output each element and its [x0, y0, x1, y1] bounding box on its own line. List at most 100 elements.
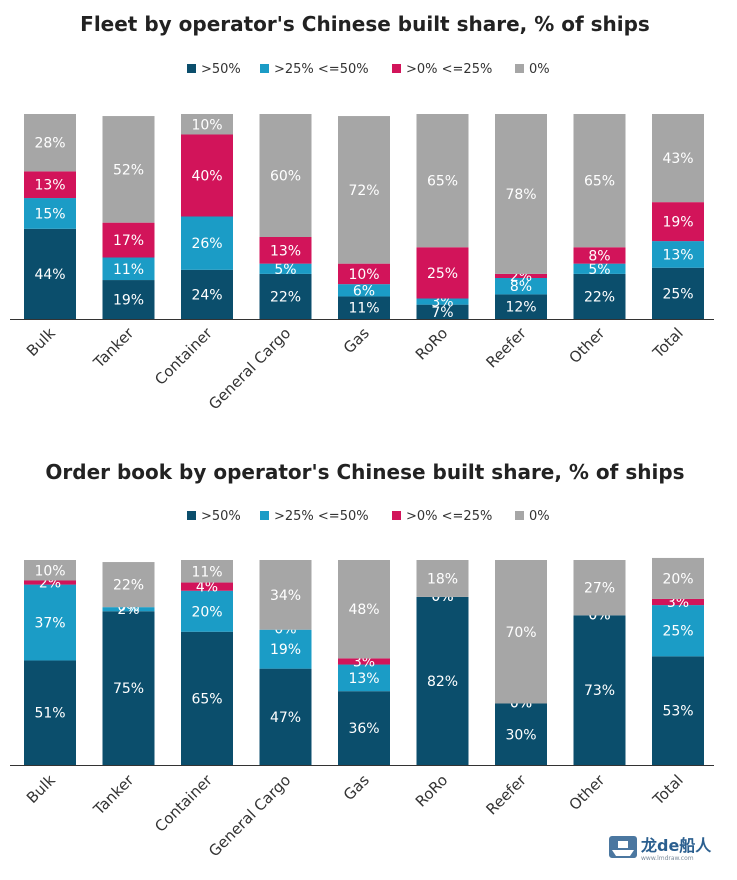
data-label: 17%	[113, 233, 144, 249]
data-label: 3%	[353, 654, 375, 670]
bar-segment	[259, 114, 312, 237]
bar-segment	[338, 263, 390, 285]
data-label: 20%	[191, 604, 222, 620]
legend-swatch	[187, 64, 196, 73]
data-label: 15%	[34, 206, 65, 222]
legend-label: >25% <=50%	[274, 62, 369, 77]
bar-segment	[102, 222, 155, 258]
data-label: 4%	[196, 580, 218, 596]
bar-segment	[24, 114, 76, 172]
legend-label: 0%	[529, 62, 550, 77]
data-label: 10%	[348, 267, 379, 283]
bar-stack: 12%8%2%78%	[495, 114, 547, 319]
bar-segment	[102, 607, 155, 612]
data-label: 60%	[270, 169, 301, 185]
bar-segment	[416, 596, 469, 765]
bar-stack: 30%0%0%70%	[495, 560, 547, 765]
data-label: 10%	[191, 117, 222, 133]
category-label: General Cargo	[205, 324, 294, 413]
data-label: 13%	[34, 178, 65, 194]
category-label: Container	[151, 771, 216, 836]
category-label: RoRo	[412, 771, 451, 810]
data-label: 8%	[510, 279, 532, 295]
chart-legend: >50% >25% <=50% >0% <=25% 0%	[187, 509, 550, 524]
bar-stack: 65% 20% 4%11%	[181, 560, 233, 765]
bar-segment	[181, 582, 233, 591]
data-label: 19%	[662, 215, 693, 231]
data-label: 65%	[584, 174, 615, 190]
category-label: Gas	[340, 771, 373, 804]
legend-item: 0%	[515, 62, 550, 77]
bar-segment	[24, 198, 76, 229]
bar-segment	[24, 580, 76, 585]
legend-swatch	[260, 64, 269, 73]
bar-segment	[259, 629, 312, 669]
data-label: 82%	[427, 674, 458, 690]
bar-series: 44% 15% 13% 28% 19% 11% 17% 52% 24% 26% 40% 10% 22% 5…	[24, 114, 704, 321]
bar-segment	[259, 560, 312, 630]
bar-stack: 7%3% 25% 65%	[416, 114, 469, 321]
bar-segment	[338, 560, 390, 659]
bar-stack: 11% 6%10% 72%	[338, 116, 390, 319]
bar-segment	[573, 247, 626, 264]
bar-segment	[102, 116, 155, 223]
legend-label: 0%	[529, 509, 550, 524]
category-label: Tanker	[89, 771, 138, 820]
bar-segment	[495, 560, 547, 704]
category-label: Bulk	[23, 771, 59, 807]
bar-segment	[573, 263, 626, 274]
data-label: 11%	[348, 301, 379, 317]
category-label: Container	[151, 324, 216, 389]
category-label: Other	[565, 771, 608, 814]
legend-swatch	[515, 511, 524, 520]
bar-stack: 36% 13%3% 48%	[338, 560, 390, 765]
data-label: 53%	[662, 704, 693, 720]
data-label: 13%	[662, 247, 693, 263]
data-label: 25%	[662, 624, 693, 640]
data-label: 22%	[113, 578, 144, 594]
data-label: 11%	[113, 262, 144, 278]
bar-segment	[573, 114, 626, 248]
bar-stack: 73%0%0%27%	[573, 560, 626, 765]
legend-swatch	[187, 511, 196, 520]
chart-legend: >50% >25% <=50% >0% <=25% 0%	[187, 62, 550, 77]
bar-segment	[573, 560, 626, 616]
data-label: 6%	[353, 283, 375, 299]
data-label: 5%	[274, 262, 296, 278]
bar-segment	[495, 703, 547, 765]
bar-segment	[495, 114, 547, 274]
data-label: 78%	[505, 187, 536, 203]
bar-segment	[102, 562, 155, 608]
legend-item: >50%	[187, 509, 241, 524]
data-label: 65%	[427, 174, 458, 190]
legend-swatch	[392, 511, 401, 520]
bar-segment	[652, 605, 704, 657]
data-label: 3%	[667, 595, 689, 611]
bar-series: 51%37%2%10%75%2%0%22%65%20%4%11%47%19%0%…	[24, 557, 704, 765]
legend-item: >25% <=50%	[260, 509, 369, 524]
bar-stack: 24% 26% 40% 10%	[181, 114, 233, 319]
category-label: Total	[649, 324, 687, 362]
legend-label: >0% <=25%	[406, 509, 492, 524]
legend-item: >25% <=50%	[260, 62, 369, 77]
data-label: 52%	[113, 162, 144, 178]
bar-segment	[495, 273, 547, 278]
bar-segment	[338, 116, 390, 264]
data-label: 70%	[505, 625, 536, 641]
bar-segment	[573, 273, 626, 319]
bar-segment	[652, 656, 704, 765]
category-label: Reefer	[483, 324, 531, 372]
bar-stack: 51%37%2%10%	[24, 560, 76, 765]
bar-segment	[259, 237, 312, 264]
bar-segment	[259, 263, 312, 274]
bar-segment	[495, 294, 547, 319]
data-label: 3%	[431, 295, 453, 311]
category-label: Total	[649, 771, 687, 809]
data-label: 11%	[191, 564, 222, 580]
bar-segment	[652, 241, 704, 268]
bar-stack: 75%2%0%22%	[102, 562, 155, 765]
data-label: 22%	[270, 289, 301, 305]
data-label: 72%	[348, 183, 379, 199]
category-label: Bulk	[23, 324, 59, 360]
orderbook-chart: Order book by operator's Chinese built s…	[10, 460, 714, 860]
